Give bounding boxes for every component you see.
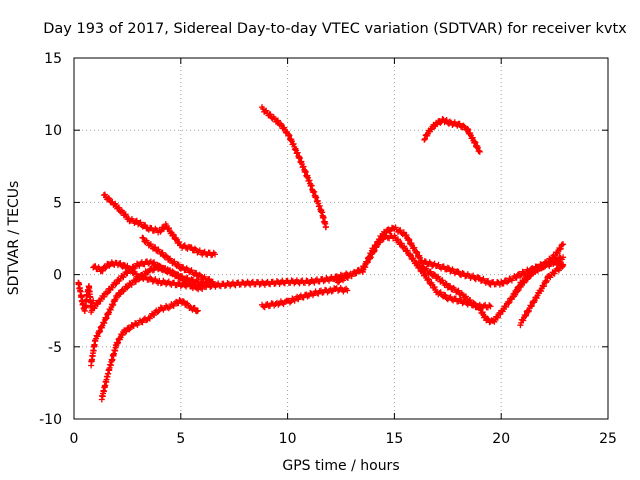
series-markers (88, 263, 206, 369)
series-trace-14 (517, 262, 567, 329)
series-markers (98, 297, 201, 403)
series-trace-7 (139, 234, 216, 286)
series-markers (259, 104, 329, 231)
y-axis-ticks: -10 -5 0 5 10 15 (39, 51, 608, 428)
x-tick-label: 25 (599, 431, 617, 447)
series-trace-9 (259, 285, 351, 311)
y-axis-label: SDTVAR / TECUs (6, 181, 22, 296)
series-trace-15 (511, 241, 567, 300)
x-tick-label: 0 (70, 431, 79, 447)
x-axis-ticks: 0 5 10 15 20 25 (70, 58, 617, 447)
series-markers (421, 116, 483, 155)
y-tick-label: 15 (44, 51, 62, 67)
series-markers (259, 285, 351, 311)
y-tick-label: -5 (48, 340, 62, 356)
y-tick-label: 0 (53, 268, 62, 284)
series-markers (75, 279, 97, 314)
x-tick-label: 10 (279, 431, 297, 447)
series-trace-4 (88, 263, 206, 369)
series-trace-13 (421, 116, 483, 155)
series-trace-5 (98, 297, 201, 403)
plot-frame (73, 57, 609, 420)
x-tick-label: 5 (176, 431, 185, 447)
series-markers (139, 234, 216, 286)
x-axis-label: GPS time / hours (282, 458, 399, 474)
y-tick-label: 5 (53, 195, 62, 211)
series-markers (511, 241, 567, 300)
x-tick-label: 20 (492, 431, 510, 447)
series-markers (100, 191, 218, 259)
series-markers (517, 262, 567, 329)
y-tick-label: -10 (39, 412, 62, 428)
series-trace-6 (100, 191, 218, 259)
series-layer (75, 104, 567, 403)
series-trace-8 (259, 104, 329, 231)
y-tick-label: 10 (44, 123, 62, 139)
grid-lines (74, 58, 608, 419)
x-tick-label: 15 (385, 431, 403, 447)
chart-title: Day 193 of 2017, Sidereal Day-to-day VTE… (43, 21, 627, 37)
series-trace-1 (75, 279, 97, 314)
